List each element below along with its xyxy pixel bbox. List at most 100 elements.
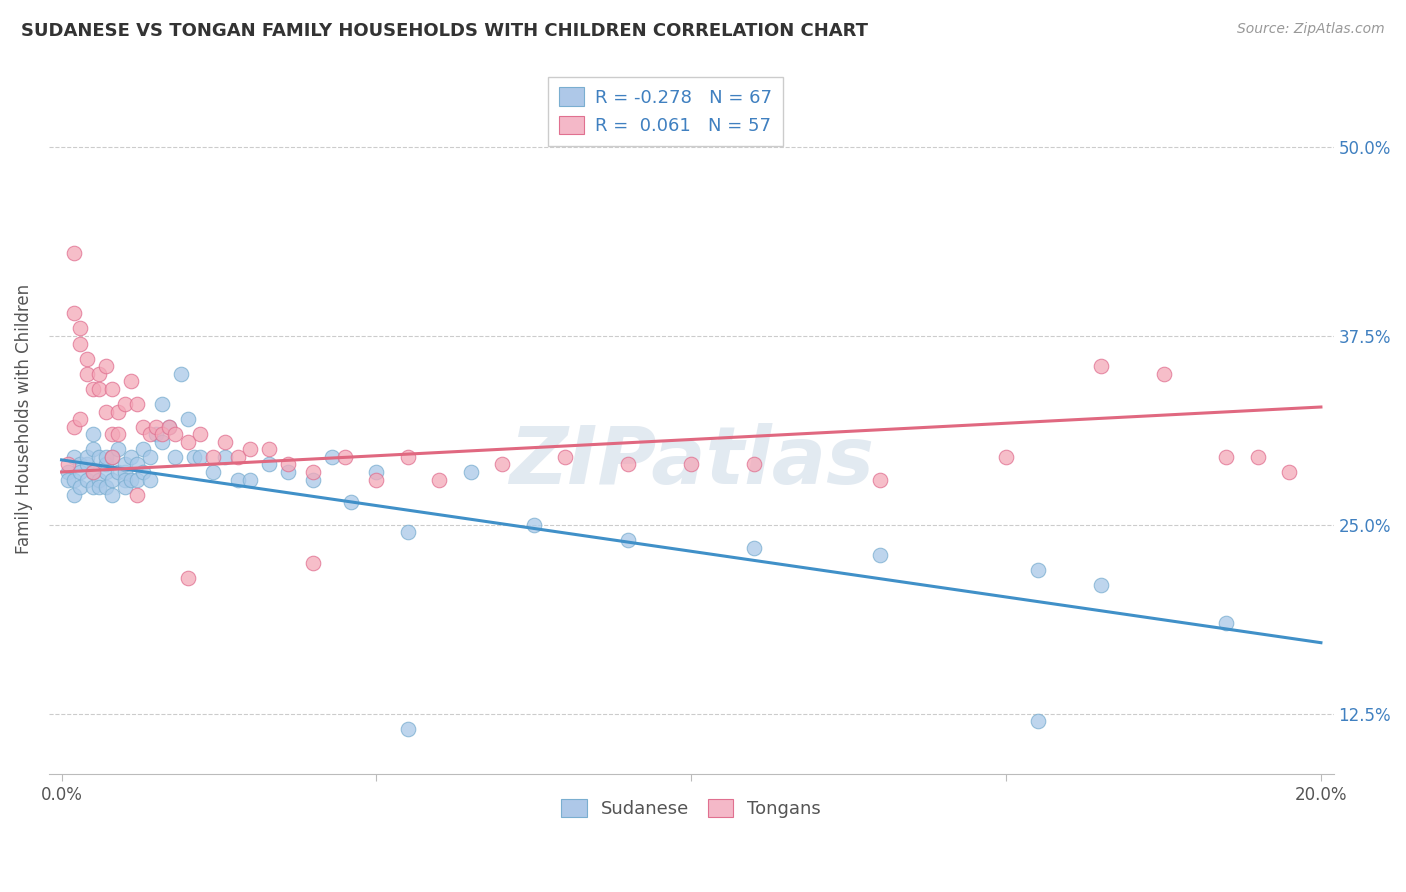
Text: ZIPatlas: ZIPatlas: [509, 423, 873, 500]
Point: [114, 480, 136, 494]
Point: [127, 397, 149, 411]
Point: [94, 480, 117, 494]
Point: [145, 427, 167, 442]
Point: [150, 397, 173, 411]
Point: [94, 450, 117, 464]
Point: [69, 465, 91, 479]
Point: [554, 450, 576, 464]
Point: [277, 458, 299, 472]
Point: [69, 412, 91, 426]
Point: [107, 442, 129, 457]
Point: [89, 382, 111, 396]
Point: [120, 374, 142, 388]
Point: [396, 722, 419, 736]
Point: [127, 458, 149, 472]
Point: [239, 473, 262, 487]
Point: [302, 556, 325, 570]
Point: [302, 473, 325, 487]
Point: [226, 450, 249, 464]
Point: [82, 442, 104, 457]
Point: [617, 533, 640, 547]
Point: [69, 336, 91, 351]
Text: SUDANESE VS TONGAN FAMILY HOUSEHOLDS WITH CHILDREN CORRELATION CHART: SUDANESE VS TONGAN FAMILY HOUSEHOLDS WIT…: [21, 22, 868, 40]
Point: [259, 442, 281, 457]
Point: [1247, 450, 1270, 464]
Point: [1026, 563, 1049, 577]
Point: [201, 465, 224, 479]
Point: [681, 458, 703, 472]
Point: [114, 397, 136, 411]
Point: [427, 473, 450, 487]
Point: [89, 450, 111, 464]
Point: [107, 427, 129, 442]
Point: [82, 427, 104, 442]
Point: [277, 465, 299, 479]
Point: [188, 450, 211, 464]
Point: [114, 473, 136, 487]
Point: [1090, 578, 1112, 592]
Point: [201, 450, 224, 464]
Point: [742, 458, 765, 472]
Point: [340, 495, 363, 509]
Point: [460, 465, 482, 479]
Point: [101, 427, 124, 442]
Point: [617, 458, 640, 472]
Point: [114, 465, 136, 479]
Point: [76, 367, 98, 381]
Point: [869, 473, 891, 487]
Point: [869, 548, 891, 562]
Point: [76, 458, 98, 472]
Point: [132, 419, 155, 434]
Point: [1153, 367, 1175, 381]
Point: [1278, 465, 1301, 479]
Point: [101, 473, 124, 487]
Point: [56, 465, 79, 479]
Point: [333, 450, 356, 464]
Point: [101, 488, 124, 502]
Point: [120, 450, 142, 464]
Point: [82, 382, 104, 396]
Point: [226, 473, 249, 487]
Point: [56, 473, 79, 487]
Point: [163, 450, 186, 464]
Point: [214, 450, 236, 464]
Point: [114, 458, 136, 472]
Point: [259, 458, 281, 472]
Point: [396, 525, 419, 540]
Point: [82, 480, 104, 494]
Point: [127, 488, 149, 502]
Point: [163, 427, 186, 442]
Point: [138, 473, 160, 487]
Point: [132, 442, 155, 457]
Point: [82, 465, 104, 479]
Point: [214, 434, 236, 449]
Point: [94, 458, 117, 472]
Point: [176, 412, 198, 426]
Point: [89, 480, 111, 494]
Point: [127, 473, 149, 487]
Point: [63, 419, 86, 434]
Point: [120, 473, 142, 487]
Point: [101, 450, 124, 464]
Point: [94, 404, 117, 418]
Point: [170, 367, 193, 381]
Point: [491, 458, 513, 472]
Point: [101, 382, 124, 396]
Text: Source: ZipAtlas.com: Source: ZipAtlas.com: [1237, 22, 1385, 37]
Point: [157, 419, 180, 434]
Point: [366, 473, 388, 487]
Point: [101, 450, 124, 464]
Point: [56, 458, 79, 472]
Point: [76, 351, 98, 366]
Point: [995, 450, 1018, 464]
Point: [188, 427, 211, 442]
Point: [69, 321, 91, 335]
Point: [138, 427, 160, 442]
Point: [145, 419, 167, 434]
Point: [138, 450, 160, 464]
Point: [1090, 359, 1112, 374]
Point: [94, 465, 117, 479]
Point: [69, 458, 91, 472]
Point: [302, 465, 325, 479]
Point: [1026, 714, 1049, 729]
